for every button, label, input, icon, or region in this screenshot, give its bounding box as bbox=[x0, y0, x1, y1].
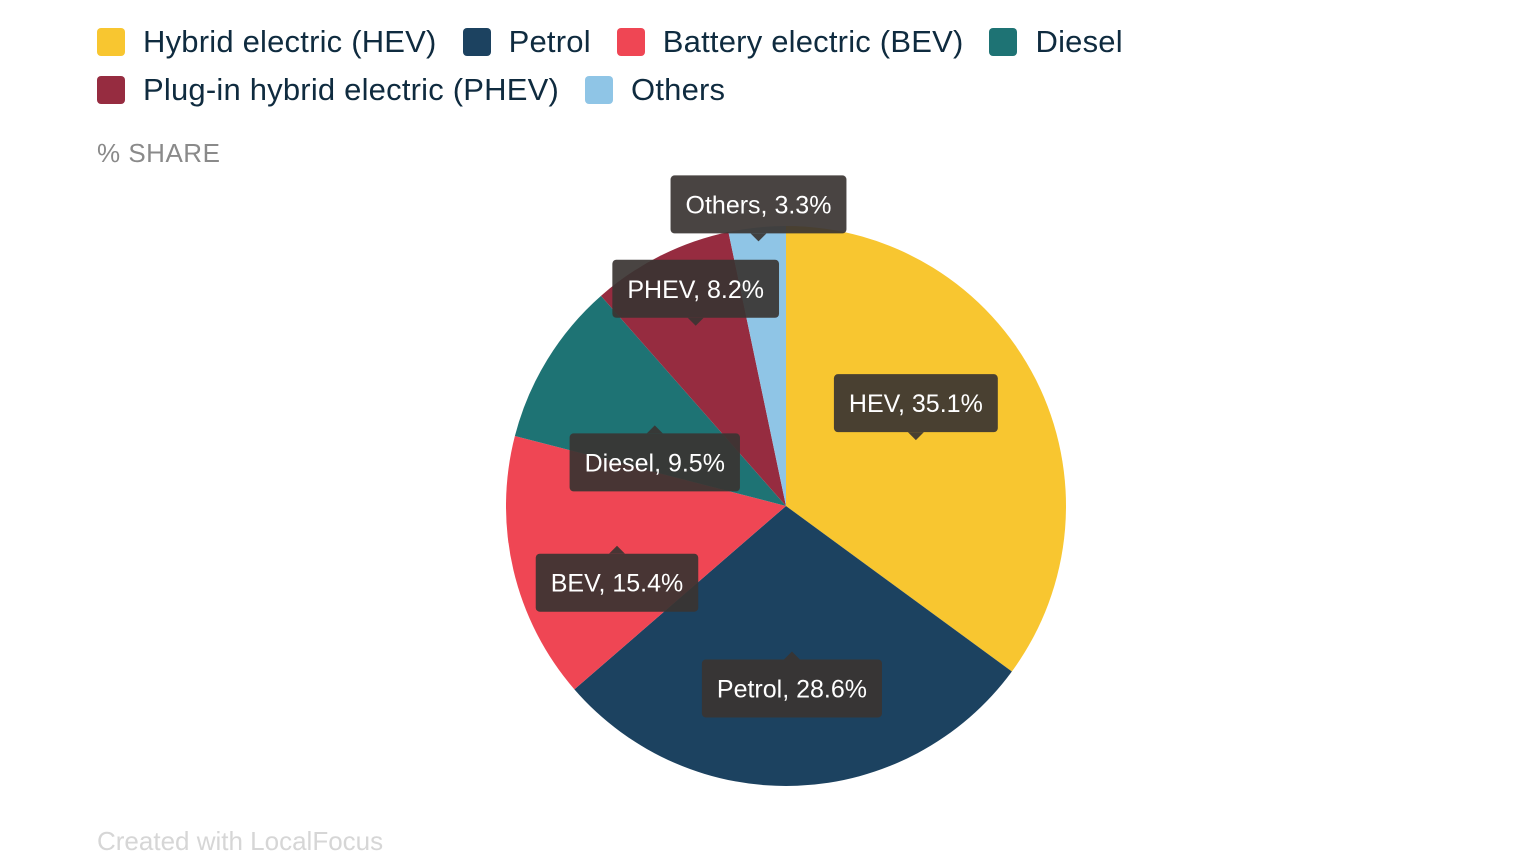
data-label-petrol: Petrol, 28.6% bbox=[701, 651, 882, 718]
data-label-phev: PHEV, 8.2% bbox=[612, 259, 780, 326]
legend-label-diesel: Diesel bbox=[1035, 24, 1123, 59]
legend-item-phev: Plug-in hybrid electric (PHEV) bbox=[97, 72, 559, 108]
legend-swatch-phev bbox=[97, 76, 125, 104]
legend-row-1: Hybrid electric (HEV) Petrol Battery ele… bbox=[97, 18, 1197, 66]
legend-swatch-petrol bbox=[462, 28, 491, 56]
legend-item-diesel: Diesel bbox=[989, 24, 1123, 60]
chart-legend: Hybrid electric (HEV) Petrol Battery ele… bbox=[97, 18, 1197, 114]
data-label-others: Others, 3.3% bbox=[670, 175, 847, 242]
legend-swatch-others bbox=[585, 76, 614, 104]
svg-text:HEV, 35.1%: HEV, 35.1% bbox=[849, 390, 983, 418]
svg-text:Diesel, 9.5%: Diesel, 9.5% bbox=[585, 449, 725, 477]
legend-item-bev: Battery electric (BEV) bbox=[616, 24, 964, 60]
legend-label-petrol: Petrol bbox=[508, 24, 591, 59]
pie-slice-hev[interactable] bbox=[786, 226, 1066, 672]
svg-text:PHEV, 8.2%: PHEV, 8.2% bbox=[627, 276, 764, 304]
data-label-bev: BEV, 15.4% bbox=[535, 545, 699, 612]
svg-text:Others, 3.3%: Others, 3.3% bbox=[686, 191, 832, 219]
legend-swatch-bev bbox=[616, 28, 645, 56]
svg-text:Petrol, 28.6%: Petrol, 28.6% bbox=[717, 675, 867, 703]
legend-label-phev: Plug-in hybrid electric (PHEV) bbox=[143, 72, 560, 107]
legend-item-hev: Hybrid electric (HEV) bbox=[97, 24, 437, 60]
data-label-diesel: Diesel, 9.5% bbox=[569, 425, 740, 492]
footer-credit[interactable]: Created with LocalFocus bbox=[97, 826, 384, 856]
legend-label-hev: Hybrid electric (HEV) bbox=[143, 24, 437, 59]
unit-label: % SHARE bbox=[97, 138, 221, 168]
svg-text:BEV, 15.4%: BEV, 15.4% bbox=[551, 570, 684, 598]
legend-item-petrol: Petrol bbox=[462, 24, 591, 60]
legend-swatch-diesel bbox=[989, 28, 1018, 56]
pie-slice-petrol[interactable] bbox=[574, 506, 1012, 787]
legend-row-2: Plug-in hybrid electric (PHEV) Others bbox=[97, 66, 1197, 114]
legend-label-others: Others bbox=[631, 72, 726, 107]
legend-item-others: Others bbox=[585, 72, 725, 108]
legend-swatch-hev bbox=[97, 28, 125, 56]
legend-label-bev: Battery electric (BEV) bbox=[662, 24, 964, 59]
data-label-hev: HEV, 35.1% bbox=[833, 374, 998, 441]
